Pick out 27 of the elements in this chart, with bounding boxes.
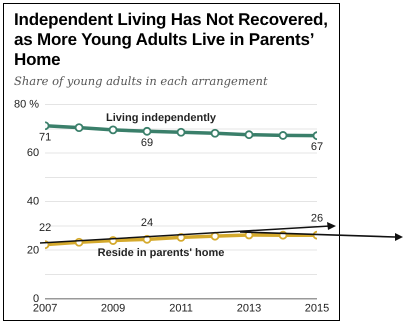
data-label: 22 <box>38 222 52 234</box>
x-tick-label: 2009 <box>100 302 126 314</box>
x-tick-label: 2011 <box>169 302 193 314</box>
x-tick-label: 2013 <box>236 302 262 314</box>
data-label: 71 <box>38 131 52 144</box>
y-tick-label: 0 <box>32 292 40 305</box>
point <box>74 123 84 132</box>
data-label: 69 <box>140 136 154 149</box>
series-label: Reside in parents' home <box>98 246 224 259</box>
data-label: 67 <box>310 141 324 154</box>
y-tick-label: 40 <box>26 196 40 208</box>
y-tick-label: 60 <box>26 147 40 160</box>
series-label: Living independently <box>106 112 217 124</box>
chart-title: Independent Living Has Not Recovered, as More Young Adults Live in Parents’ Home <box>14 10 329 70</box>
point <box>108 125 118 134</box>
y-tick-label: 20 <box>26 244 40 256</box>
x-tick-label: 2007 <box>32 302 58 314</box>
point <box>278 131 288 140</box>
point <box>142 126 152 136</box>
x-tick-label: 2015 <box>304 302 330 314</box>
chart-subtitle: Share of young adults in each arrangement <box>14 74 268 88</box>
data-label: 24 <box>140 216 154 229</box>
point <box>244 130 254 140</box>
y-tick-label: 80 % <box>14 98 40 111</box>
point <box>210 128 220 138</box>
point <box>176 128 186 137</box>
data-label: 26 <box>310 212 324 225</box>
